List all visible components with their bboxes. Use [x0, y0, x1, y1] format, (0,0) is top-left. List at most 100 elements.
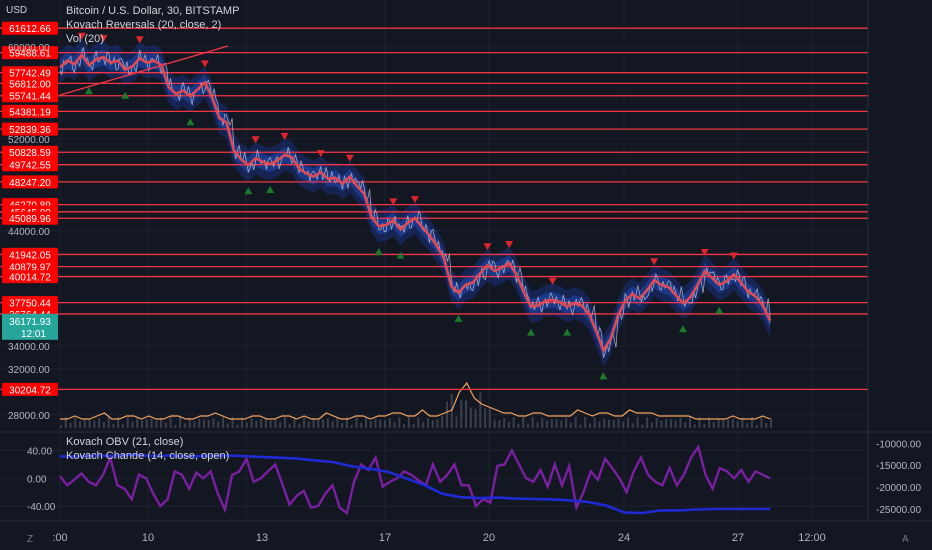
level-badge-13: [2, 247, 58, 261]
auto-scale-icon[interactable]: A: [902, 534, 909, 545]
volume-bar-9: [102, 421, 105, 428]
time-tick-3: 17: [379, 532, 391, 544]
reversal-up-marker-18: [186, 118, 195, 126]
currency-label[interactable]: USD: [6, 5, 28, 16]
volume-bar-121: [636, 417, 639, 428]
volume-bar-13: [121, 424, 124, 428]
level-label-13: 41942.05: [9, 250, 51, 261]
level-label-0: 61612.66: [9, 24, 51, 35]
volume-bar-100: [536, 422, 539, 428]
volume-bar-119: [627, 417, 630, 428]
volume-bar-33: [217, 421, 220, 428]
level-badge-4: [2, 89, 58, 103]
volume-ma-line: [60, 381, 771, 420]
volume-bar-132: [688, 417, 691, 428]
volume-bar-64: [364, 417, 367, 428]
volume-bar-23: [169, 417, 172, 428]
indicator-legend-reversals[interactable]: Kovach Reversals (20, close, 2): [66, 19, 222, 31]
level-label-15: 40014.72: [9, 273, 51, 284]
volume-bar-27: [188, 417, 191, 428]
volume-bar-143: [741, 417, 744, 428]
trend-line: [59, 45, 229, 96]
volume-bar-133: [693, 424, 696, 428]
volume-bar-65: [369, 420, 372, 428]
reversal-up-marker-44: [374, 248, 383, 256]
price-tick-1: 52000.00: [8, 135, 50, 146]
level-badge-1: [2, 46, 58, 60]
reversal-markers: [77, 32, 738, 380]
volume-bar-122: [641, 424, 644, 428]
volume-bar-79: [436, 419, 439, 428]
volume-bar-32: [212, 418, 215, 428]
indicator-legend-chande[interactable]: Kovach Chande (14, close, open): [66, 450, 230, 462]
price-tick-4: 32000.00: [8, 365, 50, 376]
volume-bar-52: [307, 421, 310, 428]
volume-bar-102: [546, 420, 549, 428]
lower-right-tick-1: -15000.00: [876, 461, 921, 472]
volume-bar-105: [560, 420, 563, 428]
price-average-line: [59, 52, 772, 354]
level-badge-5: [2, 104, 58, 118]
volume-bar-14: [126, 417, 129, 428]
volume-bar-106: [565, 417, 568, 428]
lower-left-tick-1: 0.00: [27, 474, 47, 485]
level-label-8: 49742.55: [9, 161, 51, 172]
volume-bar-41: [255, 420, 258, 428]
level-label-12: 45089.96: [9, 214, 51, 225]
level-label-2: 57742.49: [9, 69, 51, 80]
volume-bar-6: [88, 419, 91, 428]
volume-bar-63: [360, 422, 363, 428]
time-tick-4: 20: [483, 532, 495, 544]
volume-bar-39: [245, 422, 248, 428]
volume-bar-36: [231, 417, 234, 428]
indicator-legend-obv[interactable]: Kovach OBV (21, close): [66, 436, 184, 448]
volume-bar-4: [79, 421, 82, 428]
time-tick-2: 13: [256, 532, 268, 544]
level-label-1: 59488.61: [9, 49, 51, 60]
reversal-down-marker-6: [99, 35, 108, 43]
volume-bar-22: [164, 422, 167, 428]
volume-bar-94: [507, 421, 510, 428]
volume-bar-130: [679, 417, 682, 428]
volume-bar-72: [403, 424, 406, 428]
volume-bar-18: [145, 419, 148, 428]
price-tick-0: 60000.00: [8, 43, 50, 54]
volume-bar-26: [183, 423, 186, 428]
volume-bar-83: [455, 416, 458, 428]
level-badge-9: [2, 175, 58, 189]
reversal-down-marker-93: [729, 252, 738, 260]
volume-bar-34: [222, 417, 225, 428]
volume-bar-45: [274, 417, 277, 428]
volume-bar-1: [64, 417, 67, 428]
volume-bar-49: [293, 417, 296, 428]
volume-bar-62: [355, 417, 358, 428]
reversal-down-marker-31: [280, 132, 289, 140]
volume-bars: [60, 381, 772, 428]
timezone-icon[interactable]: Z: [27, 534, 34, 545]
volume-bar-20: [155, 420, 158, 428]
level-label-4: 55741.44: [9, 92, 51, 103]
volume-bar-71: [398, 417, 401, 428]
indicator-legend-volume[interactable]: Vol (20): [66, 33, 104, 45]
volume-bar-57: [331, 421, 334, 428]
volume-bar-142: [736, 421, 739, 428]
volume-bar-148: [765, 422, 768, 428]
volume-bar-56: [326, 418, 329, 428]
reversal-up-marker-55: [454, 314, 463, 322]
volume-bar-116: [612, 419, 615, 428]
volume-bar-136: [708, 417, 711, 428]
volume-bar-25: [179, 417, 182, 428]
level-label-14: 40879.97: [9, 263, 51, 274]
volume-bar-61: [350, 424, 353, 428]
volume-bar-21: [160, 417, 163, 428]
reversal-up-marker-91: [715, 306, 724, 314]
volume-bar-40: [250, 417, 253, 428]
volume-bar-85: [465, 400, 468, 428]
volume-bar-53: [312, 418, 315, 428]
reversal-up-marker-4: [84, 87, 93, 95]
volume-bar-98: [526, 424, 529, 428]
volume-bar-110: [584, 417, 587, 428]
volume-bar-19: [150, 418, 153, 428]
reversal-down-marker-89: [700, 249, 709, 256]
